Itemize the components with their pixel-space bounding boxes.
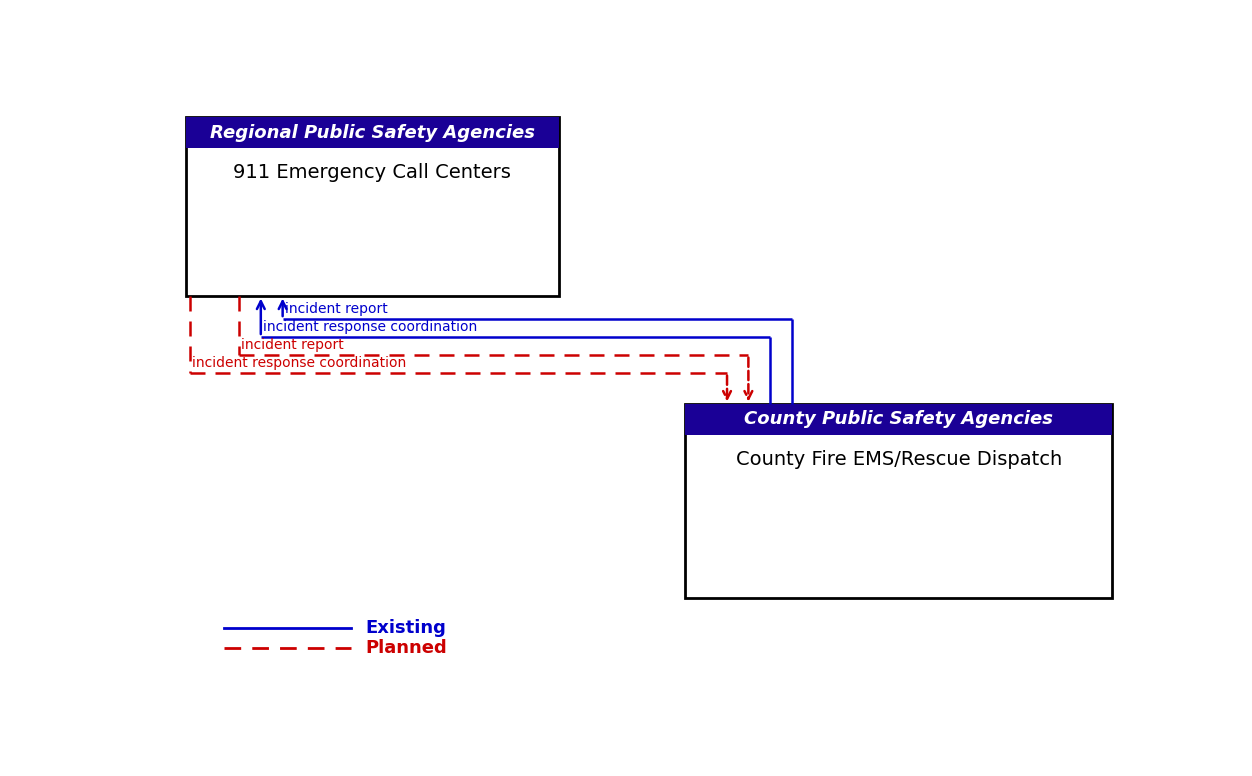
Text: Regional Public Safety Agencies: Regional Public Safety Agencies — [210, 123, 535, 141]
Text: incident response coordination: incident response coordination — [193, 355, 407, 370]
Text: County Public Safety Agencies: County Public Safety Agencies — [744, 411, 1053, 428]
Bar — [185, 117, 560, 296]
Text: 911 Emergency Call Centers: 911 Emergency Call Centers — [233, 163, 511, 182]
Text: Planned: Planned — [366, 639, 447, 656]
Text: incident response coordination: incident response coordination — [263, 320, 477, 334]
Text: incident report: incident report — [284, 302, 387, 316]
Bar — [185, 117, 560, 148]
Text: County Fire EMS/Rescue Dispatch: County Fire EMS/Rescue Dispatch — [736, 450, 1062, 469]
Text: incident report: incident report — [240, 338, 343, 352]
Bar — [685, 404, 1112, 598]
Text: Existing: Existing — [366, 619, 446, 637]
Bar — [685, 404, 1112, 435]
